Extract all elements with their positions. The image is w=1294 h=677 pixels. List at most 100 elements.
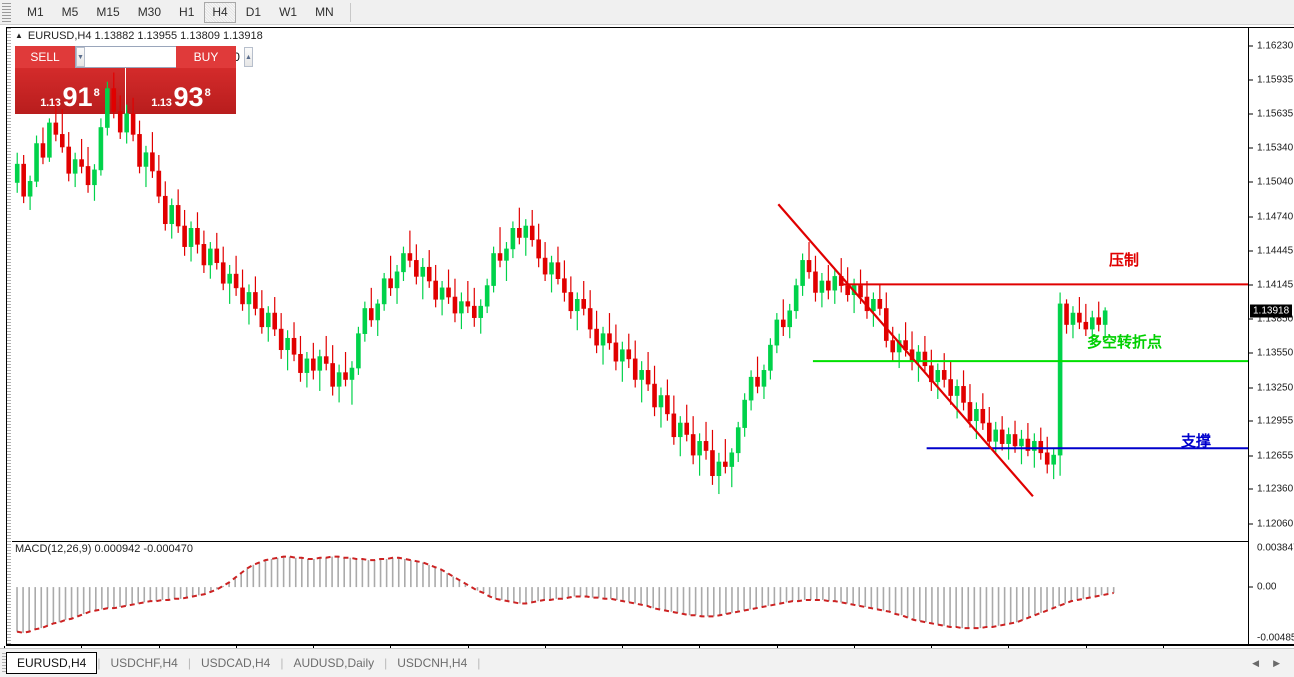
annotation-pivot[interactable]: 多空转折点 (1087, 333, 1163, 351)
timeframe-button-mn[interactable]: MN (315, 5, 334, 19)
macd-title: MACD(12,26,9) 0.000942 -0.000470 (15, 543, 193, 555)
tab-scroll-controls: ◀ ▶ (1252, 658, 1294, 669)
chart-window[interactable]: ▲ EURUSD,H4 1.13882 1.13955 1.13809 1.13… (6, 27, 1294, 645)
volume-increase-button[interactable]: ▲ (243, 47, 253, 67)
price-scale-label: 1.15340 (1257, 142, 1294, 154)
candle-body (169, 205, 175, 225)
chart-drag-grip-icon[interactable] (7, 28, 11, 644)
timeframe-button-m5[interactable]: M5 (61, 5, 79, 19)
price-scale[interactable]: 1.16230 1.15935 1.15635 1.15340 1.15040 1.147… (1248, 28, 1294, 644)
chart-tab-usdchf-h4[interactable]: USDCHF,H4 (110, 656, 178, 670)
candle-body (832, 276, 838, 291)
volume-decrease-button[interactable]: ▼ (76, 47, 85, 67)
price-scale-tick (1249, 216, 1253, 218)
candle-body (1025, 438, 1031, 451)
price-scale-tick (1249, 387, 1253, 388)
candle-body (414, 260, 419, 277)
candle-body (130, 113, 136, 135)
annotation-support[interactable]: 支撑 (1181, 432, 1212, 450)
scroll-right-icon[interactable]: ▶ (1273, 657, 1280, 668)
candle-body (195, 228, 200, 245)
candle-body (34, 143, 39, 182)
candle-body (278, 328, 284, 351)
candle-body (285, 337, 290, 351)
candlestick-plot[interactable] (12, 29, 1248, 541)
candle-body (922, 351, 928, 367)
sell-price-main: 91 (62, 82, 93, 113)
timeframe-button-h4[interactable]: H4 (204, 1, 236, 23)
candle-body (961, 386, 966, 403)
candle-body (716, 461, 722, 477)
price-scale-tick (1249, 318, 1253, 320)
price-scale-label: 1.12955 (1257, 415, 1294, 427)
candle-body (787, 310, 793, 328)
candle-body (105, 88, 110, 128)
price-scale-label: 1.14740 (1257, 211, 1294, 223)
timeframe-button-group: M1 M5 M15 M30 H1 H4 D1 W1 MN (17, 1, 342, 23)
indicator-divider (12, 541, 1248, 542)
chart-tab-usdcnh-h4[interactable]: USDCNH,H4 (397, 656, 468, 670)
macd-scale-label: 0.003847 (1257, 542, 1294, 554)
candle-body (420, 266, 426, 277)
overlay-trendline[interactable] (777, 203, 1034, 498)
candle-body (394, 271, 400, 289)
buy-price-button[interactable]: 1.13 93 8 (126, 68, 236, 114)
candle-body (690, 434, 696, 456)
candle-body (156, 170, 162, 197)
candle-body (92, 169, 97, 186)
triangle-up-icon[interactable]: ▲ (15, 31, 23, 40)
candle-body (587, 308, 593, 330)
candle-body (452, 296, 458, 314)
price-scale-tick (1249, 523, 1253, 525)
timeframe-button-m1[interactable]: M1 (27, 5, 44, 19)
macd-plot[interactable] (12, 542, 1248, 644)
candle-body (484, 285, 490, 307)
candle-body (362, 308, 368, 334)
candle-body (98, 127, 104, 171)
timeframe-button-m30[interactable]: M30 (137, 5, 162, 19)
chart-tab-audusd-daily[interactable]: AUDUSD,Daily (293, 656, 375, 670)
candle-body (201, 244, 207, 266)
candle-body (980, 408, 986, 424)
candle-body (465, 301, 471, 307)
candle-body (710, 450, 715, 477)
candle-body (916, 351, 921, 362)
timeframe-button-d1[interactable]: D1 (245, 5, 262, 19)
drag-grip-icon[interactable] (2, 2, 11, 22)
annotation-resistance[interactable]: 压制 (1109, 251, 1140, 269)
price-scale-label: 1.13550 (1257, 347, 1294, 359)
candle-body (658, 395, 664, 408)
candle-body (723, 461, 728, 467)
timeframe-button-w1[interactable]: W1 (279, 5, 298, 19)
candle-body (85, 166, 91, 186)
timeframe-button-m15[interactable]: M15 (96, 5, 120, 19)
candle-body (220, 262, 226, 284)
candle-body (381, 278, 387, 305)
candle-body (774, 319, 780, 346)
candle-body (21, 163, 26, 197)
price-scale-tick (1249, 113, 1253, 115)
chart-tab-usdcad-h4[interactable]: USDCAD,H4 (200, 656, 271, 670)
candle-body (471, 305, 477, 318)
price-scale-label: 1.14145 (1257, 279, 1294, 291)
buy-button[interactable]: BUY (176, 46, 236, 68)
candle-body (459, 301, 464, 314)
tab-divider: | (97, 656, 101, 670)
timeframe-button-h1[interactable]: H1 (179, 5, 195, 19)
candle-body (600, 333, 606, 346)
candle-body (298, 353, 303, 373)
candle-body (806, 260, 812, 273)
buy-price-prefix: 1.13 (151, 97, 172, 110)
buy-price-main: 93 (173, 82, 204, 113)
candle-body (446, 287, 451, 298)
candle-body (439, 287, 445, 300)
scroll-left-icon[interactable]: ◀ (1252, 657, 1260, 668)
macd-scale-label: 0.00 (1257, 581, 1277, 593)
price-scale-tick (1249, 147, 1253, 149)
candle-body (671, 413, 677, 438)
sell-button[interactable]: SELL (15, 46, 75, 68)
chart-tab-eurusd-h4[interactable]: EURUSD,H4 (6, 652, 98, 674)
trade-panel-top-row: SELL ▼ ▲ BUY (15, 46, 253, 68)
candle-body (986, 422, 992, 442)
candle-body (233, 273, 239, 289)
